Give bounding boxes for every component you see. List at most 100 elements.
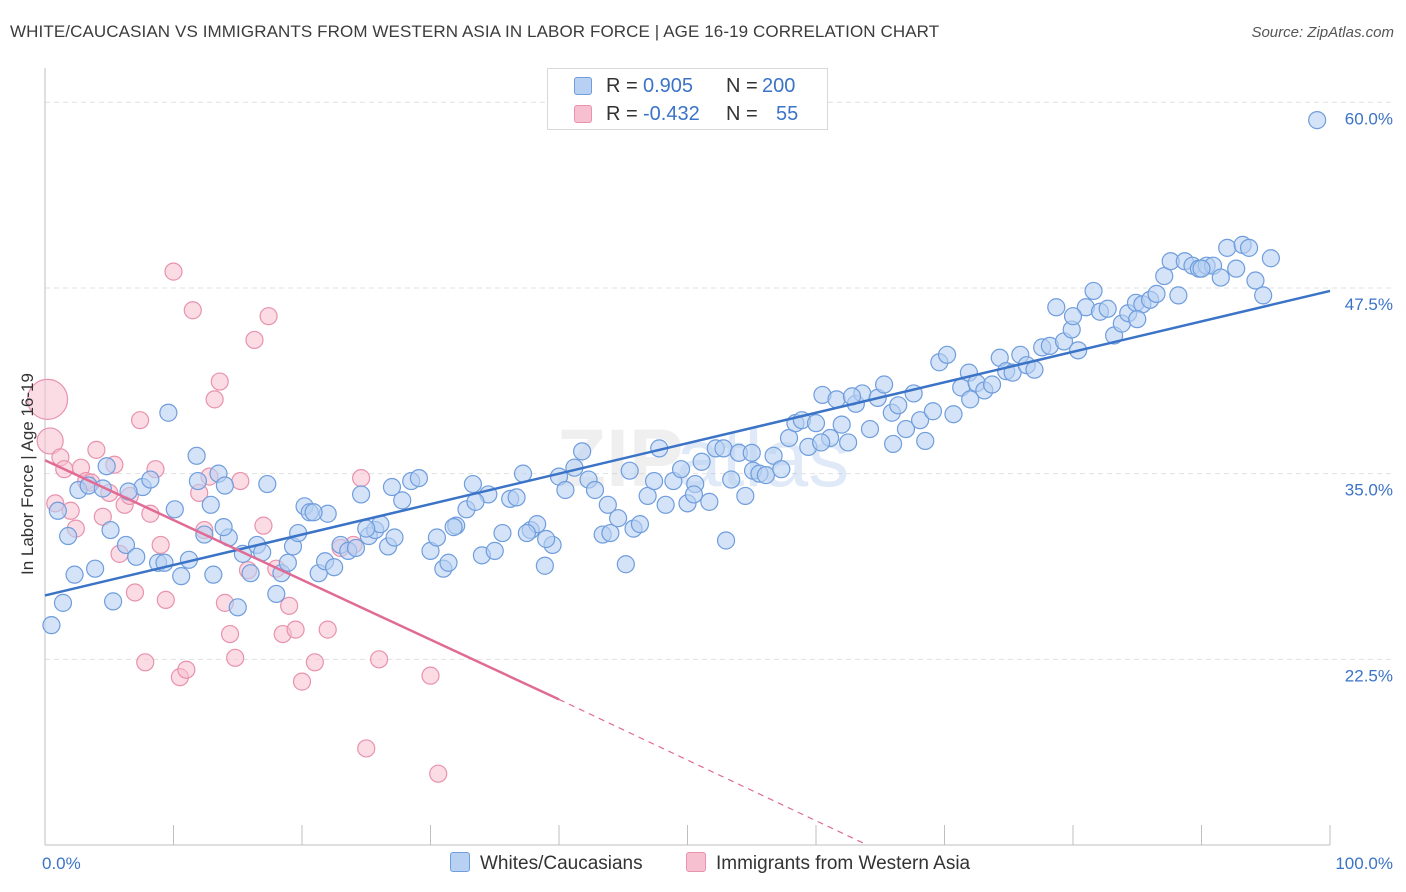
- legend-r-value: -0.432: [643, 103, 700, 125]
- legend-r-value: 0.905: [643, 75, 694, 97]
- white-point: [1098, 299, 1117, 318]
- immigrant-point: [292, 672, 312, 691]
- white-point: [439, 553, 458, 572]
- chart-title: WHITE/CAUCASIAN VS IMMIGRANTS FROM WESTE…: [10, 22, 940, 41]
- white-point: [517, 523, 536, 543]
- white-point: [357, 519, 376, 538]
- white-point: [241, 564, 260, 583]
- white-point: [656, 495, 675, 514]
- white-point: [982, 375, 1002, 394]
- white-point: [1227, 259, 1246, 278]
- white-point: [159, 403, 178, 422]
- white-point: [630, 515, 650, 534]
- white-point: [382, 477, 402, 497]
- white-point: [889, 396, 908, 415]
- white-point: [806, 414, 826, 433]
- immigrant-point: [220, 624, 240, 644]
- immigrant-point: [93, 507, 112, 526]
- immigrant-point: [245, 330, 264, 350]
- white-point: [1128, 310, 1147, 329]
- white-point: [714, 439, 733, 458]
- white-point: [684, 485, 704, 504]
- white-point: [304, 503, 323, 522]
- white-point: [692, 452, 711, 471]
- legend-r-label: R =: [606, 75, 638, 97]
- white-point: [325, 558, 344, 577]
- white-point: [141, 470, 160, 489]
- immigrant-point: [87, 440, 106, 459]
- white-point: [127, 547, 146, 566]
- immigrant-point: [136, 653, 155, 672]
- legend-n-label: N =: [726, 75, 758, 97]
- immigrant-point: [231, 471, 250, 491]
- white-point: [48, 501, 67, 520]
- white-point: [393, 491, 412, 510]
- white-point: [916, 431, 935, 451]
- white-point: [97, 457, 116, 476]
- immigrant-point: [130, 411, 150, 430]
- whites-trend-line: [44, 289, 1331, 597]
- immigrant-point: [183, 301, 202, 320]
- white-point: [772, 460, 791, 479]
- white-point: [214, 518, 233, 537]
- white-point: [1218, 238, 1237, 257]
- immigrant-point: [164, 262, 183, 281]
- white-point: [1254, 286, 1273, 305]
- white-point: [267, 584, 286, 604]
- white-point: [839, 433, 858, 452]
- x-tick-label-0: 0.0%: [42, 854, 81, 873]
- white-point: [671, 460, 691, 479]
- immigrant-point: [177, 660, 196, 679]
- white-point: [598, 495, 617, 514]
- y-tick-label-0: 22.5%: [1345, 666, 1393, 685]
- white-point: [620, 461, 639, 480]
- y-axis-label: In Labor Force | Age 16-19: [18, 373, 37, 575]
- white-point: [42, 616, 61, 635]
- white-point: [700, 492, 719, 511]
- immigrant-point: [151, 535, 170, 555]
- white-point: [104, 592, 123, 611]
- white-point: [427, 528, 447, 547]
- white-point: [860, 419, 880, 439]
- white-point: [535, 556, 554, 575]
- white-point: [923, 402, 943, 421]
- immigrant-point: [205, 390, 224, 409]
- immigrant-point: [259, 307, 278, 326]
- white-point: [722, 470, 741, 489]
- immigrant-point: [352, 468, 371, 488]
- white-point: [507, 488, 526, 507]
- white-point: [278, 553, 297, 572]
- white-point: [812, 433, 831, 452]
- immigrant-point: [125, 583, 145, 602]
- white-point: [493, 523, 512, 543]
- immigrant-point: [305, 653, 324, 672]
- white-point: [352, 485, 371, 504]
- white-point: [258, 474, 277, 494]
- white-point: [1084, 281, 1103, 301]
- series-name-immigrants: Immigrants from Western Asia: [716, 853, 971, 874]
- white-point: [961, 390, 980, 409]
- immigrants-western-asia-points: [26, 262, 448, 783]
- white-point: [937, 345, 957, 364]
- white-point: [485, 541, 504, 560]
- white-point: [215, 476, 234, 495]
- white-point: [228, 598, 247, 617]
- immigrant-point: [156, 590, 175, 610]
- immigrant-point: [370, 650, 389, 669]
- white-point: [1246, 271, 1265, 290]
- immigrant-point: [318, 620, 337, 639]
- white-point: [165, 500, 184, 519]
- y-tick-label-3: 60.0%: [1345, 109, 1393, 128]
- tick-labels: 22.5% 35.0% 47.5% 60.0% 0.0% 100.0%: [42, 109, 1393, 873]
- series-name-whites: Whites/Caucasians: [480, 853, 643, 874]
- white-point: [101, 520, 120, 540]
- immigrant-point: [254, 516, 273, 535]
- trend-lines: [44, 289, 1331, 846]
- legend-swatch-pink: [574, 105, 592, 123]
- white-point: [187, 446, 206, 465]
- white-point: [556, 480, 575, 500]
- white-point: [116, 535, 136, 555]
- whites-caucasians-points: [42, 111, 1327, 635]
- white-point: [188, 471, 208, 491]
- immigrant-point: [226, 648, 245, 667]
